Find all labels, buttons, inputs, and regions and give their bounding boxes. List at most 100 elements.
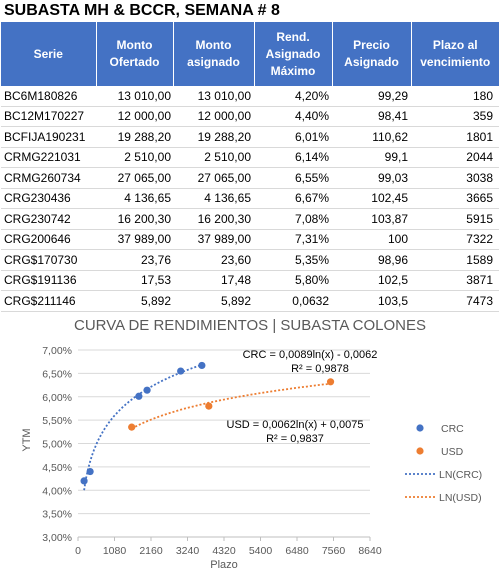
value-cell: 1801 [411,126,499,148]
value-cell: 12 000,00 [173,106,254,127]
serie-cell: CRMG221031 [1,147,96,168]
serie-cell: BC12M170227 [1,106,96,127]
value-cell: 99,03 [332,167,411,189]
value-cell: 5,80% [254,270,332,291]
crc-point [86,467,94,476]
x-axis-label: Plazo [210,559,238,571]
value-cell: 37 989,00 [96,229,173,250]
x-tick-label: 4320 [212,545,236,557]
value-cell: 7473 [411,290,499,312]
trendline-lnusd [131,382,331,430]
legend-label: LN(CRC) [439,469,482,481]
y-tick-label: 3,00% [42,532,72,544]
value-cell: 4 136,65 [173,188,254,209]
y-axis-label: YTM [21,428,33,451]
value-cell: 5,35% [254,249,332,271]
col-rend-asignado: Rend. Asignado Máximo [254,22,333,86]
y-tick-label: 6,00% [42,392,72,404]
serie-cell: CRG200646 [1,229,96,250]
value-cell: 4 136,65 [96,188,173,209]
value-cell: 2 510,00 [173,147,254,168]
x-tick-label: 3240 [176,545,200,557]
x-tick-label: 6480 [285,545,309,557]
serie-cell: CRG$191136 [1,270,96,291]
legend-marker [416,424,424,432]
col-monto-asignado: Monto asignado [173,22,255,86]
value-cell: 5915 [411,208,499,230]
crc-point [80,477,88,485]
table-row: CRG200646 37 989,00 37 989,00 7,31% 100 7322 [1,229,499,250]
value-cell: 27 065,00 [96,167,173,189]
legend-label: CRC [441,423,464,435]
value-cell: 99,29 [332,86,411,107]
crc-equation: CRC = 0,0089ln(x) - 0,0062 [243,349,378,361]
table-row: BC6M180826 13 010,00 13 010,00 4,20% 99,29 18… [1,86,499,107]
value-cell: 27 065,00 [173,167,254,189]
serie-cell: BCFIJA190231 [1,126,96,148]
value-cell: 17,53 [96,270,173,291]
table-row: CRG230742 16 200,30 16 200,30 7,08% 103,87 59… [1,208,499,230]
table-row: CRMG221031 2 510,00 2 510,00 6,14% 99,1 2044 [1,147,499,168]
table-body: BC6M180826 13 010,00 13 010,00 4,20% 99,29 18… [1,86,499,312]
value-cell: 2044 [411,147,499,168]
value-cell: 19 288,20 [96,126,173,148]
usd-r2: R² = 0,9837 [266,433,324,445]
value-cell: 100 [332,229,411,250]
table-row: CRG$191136 17,53 17,48 5,80% 102,5 3871 [1,270,499,291]
value-cell: 7,08% [254,208,332,230]
col-serie: Serie [1,22,97,86]
crc-r2: R² = 0,9878 [291,363,349,375]
table-row: CRG230436 4 136,65 4 136,65 6,67% 102,45 3665 [1,188,499,209]
table-row: CRG$211146 5,892 5,892 0,0632 103,5 7473 [1,290,499,312]
value-cell: 180 [411,86,499,107]
value-cell: 3038 [411,167,499,189]
x-tick-label: 5400 [249,545,273,557]
crc-point [135,392,143,400]
serie-cell: CRMG260734 [1,167,96,189]
value-cell: 16 200,30 [96,208,173,230]
x-tick-label: 8640 [358,545,382,557]
legend-marker [416,447,424,455]
y-tick-label: 3,50% [42,509,72,521]
col-precio-asignado: Precio Asignado [332,22,412,86]
value-cell: 16 200,30 [173,208,254,230]
serie-cell: CRG230436 [1,188,96,209]
value-cell: 5,892 [173,290,254,312]
value-cell: 1589 [411,249,499,271]
y-tick-label: 4,00% [42,485,72,497]
x-tick-label: 1080 [103,545,127,557]
page-title: SUBASTA MH & BCCR, SEMANA # 8 [4,2,280,19]
value-cell: 3665 [411,188,499,209]
crc-point [143,386,151,394]
serie-cell: BC6M180826 [1,86,96,107]
col-monto-ofertado: Monto Ofertado [96,22,174,86]
legend-label: LN(USD) [439,492,482,504]
serie-cell: CRG$170730 [1,249,96,271]
value-cell: 0,0632 [254,290,332,312]
value-cell: 5,892 [96,290,173,312]
value-cell: 12 000,00 [96,106,173,127]
value-cell: 359 [411,106,499,127]
value-cell: 17,48 [173,270,254,291]
value-cell: 6,67% [254,188,332,209]
legend-label: USD [441,446,464,458]
y-tick-label: 5,50% [42,415,72,427]
value-cell: 7322 [411,229,499,250]
value-cell: 6,01% [254,126,332,148]
usd-equation: USD = 0,0062ln(x) + 0,0075 [227,419,364,431]
usd-point [326,378,335,386]
auction-table: Serie Monto Ofertado Monto asignado Rend… [1,22,499,312]
table-row: CRMG260734 27 065,00 27 065,00 6,55% 99,03 30… [1,167,499,189]
chart-title: CURVA DE RENDIMIENTOS | SUBASTA COLONES [74,317,426,334]
value-cell: 2 510,00 [96,147,173,168]
x-tick-label: 0 [75,545,81,557]
table-row: BCFIJA190231 19 288,20 19 288,20 6,01% 110,6… [1,126,499,148]
usd-point [128,423,136,431]
usd-point [205,402,213,410]
x-tick-label: 2160 [139,545,163,557]
value-cell: 13 010,00 [173,86,254,107]
value-cell: 6,14% [254,147,332,168]
y-tick-label: 7,00% [42,345,72,357]
value-cell: 110,62 [332,126,411,148]
value-cell: 103,5 [332,290,411,312]
